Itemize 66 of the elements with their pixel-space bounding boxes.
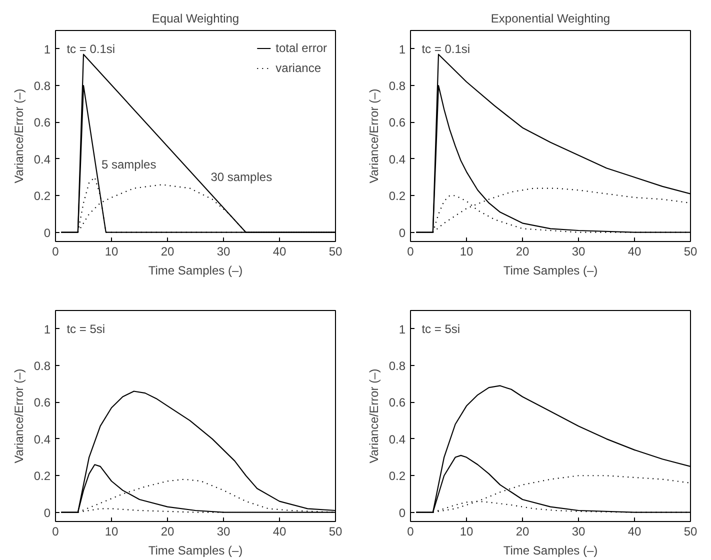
y-tick-label: 0: [398, 506, 406, 520]
y-axis-title: Variance/Error (–): [12, 368, 26, 464]
y-tick-label: 0: [44, 506, 51, 520]
y-tick-label: 1: [44, 322, 51, 336]
x-tick-label: 10: [104, 524, 118, 538]
y-tick-label: 1: [398, 322, 406, 336]
annotation: tc = 5si: [422, 322, 460, 336]
y-tick-label: 0.4: [388, 152, 406, 166]
x-axis-title: Time Samples (–): [148, 264, 243, 278]
x-tick-label: 50: [328, 244, 342, 258]
x-axis-title: Time Samples (–): [148, 544, 243, 558]
y-tick-label: 0.2: [388, 189, 406, 204]
y-tick-label: 0.4: [388, 432, 406, 446]
y-tick-label: 0: [44, 226, 51, 240]
x-tick-label: 20: [160, 524, 174, 538]
x-tick-label: 0: [52, 244, 60, 258]
x-tick-label: 20: [516, 244, 530, 258]
y-tick-label: 0.8: [388, 359, 406, 374]
y-tick-label: 1: [398, 42, 406, 56]
x-tick-label: 30: [216, 524, 230, 538]
y-tick-label: 0.6: [34, 116, 51, 130]
annotation: 5 samples: [102, 157, 156, 172]
y-tick-label: 0.6: [388, 396, 406, 410]
x-tick-label: 20: [516, 524, 530, 538]
annotation: tc = 0.1si: [66, 42, 116, 56]
x-tick-label: 30: [572, 244, 586, 258]
annotation: tc = 0.1si: [422, 42, 470, 56]
x-axis-title: Time Samples (–): [503, 544, 598, 558]
y-tick-label: 0.4: [34, 152, 51, 166]
x-tick-label: 10: [460, 524, 474, 538]
x-tick-label: 40: [628, 524, 642, 538]
annotation: 30 samples: [210, 170, 272, 184]
x-axis-title: Time Samples (–): [503, 264, 598, 278]
x-tick-label: 0: [407, 524, 414, 538]
x-tick-label: 10: [104, 244, 118, 258]
x-tick-label: 0: [52, 524, 60, 538]
x-tick-label: 40: [272, 524, 286, 538]
x-tick-label: 50: [684, 244, 698, 258]
y-tick-label: 0.2: [388, 469, 406, 484]
x-tick-label: 50: [684, 524, 698, 538]
legend-label: total error: [276, 41, 327, 55]
y-tick-label: 0.8: [388, 79, 406, 94]
y-axis-title: Variance/Error (–): [366, 368, 381, 464]
y-axis-title: Variance/Error (–): [366, 88, 381, 184]
y-axis-title: Variance/Error (–): [12, 88, 26, 184]
y-tick-label: 0.6: [388, 116, 406, 130]
y-tick-label: 0.4: [34, 432, 51, 446]
y-tick-label: 0.8: [34, 79, 51, 94]
x-tick-label: 10: [460, 244, 474, 258]
chart-title: Exponential Weighting: [490, 12, 610, 26]
annotation: tc = 5si: [66, 322, 106, 336]
x-tick-label: 30: [216, 244, 230, 258]
legend-label: variance: [276, 61, 321, 75]
x-tick-label: 50: [328, 524, 342, 538]
y-tick-label: 0.2: [34, 469, 51, 484]
x-tick-label: 30: [572, 524, 586, 538]
y-tick-label: 0.6: [34, 396, 51, 410]
x-tick-label: 40: [628, 244, 642, 258]
x-tick-label: 0: [407, 244, 414, 258]
y-tick-label: 1: [44, 42, 51, 56]
y-tick-label: 0: [398, 226, 406, 240]
x-tick-label: 20: [160, 244, 174, 258]
chart-title: Equal Weighting: [152, 12, 240, 26]
x-tick-label: 40: [272, 244, 286, 258]
y-tick-label: 0.8: [34, 359, 51, 374]
y-tick-label: 0.2: [34, 189, 51, 204]
